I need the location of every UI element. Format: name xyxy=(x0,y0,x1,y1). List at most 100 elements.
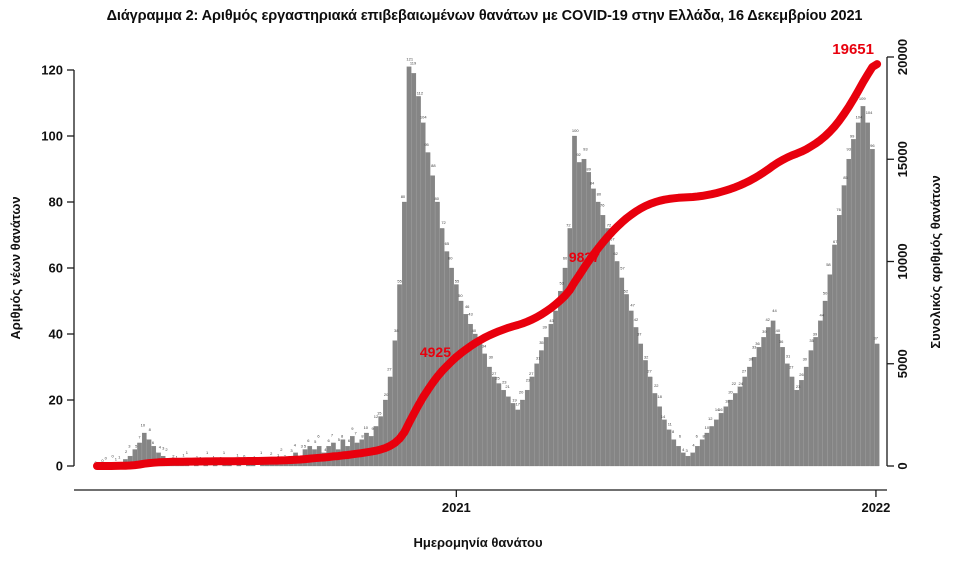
bar-label: 6 xyxy=(696,434,699,439)
bar xyxy=(855,122,861,467)
bar xyxy=(416,96,421,467)
bar xyxy=(841,185,847,467)
bar xyxy=(383,399,388,467)
bar-label: 3 xyxy=(128,444,131,449)
bar xyxy=(770,320,776,467)
bar xyxy=(506,396,511,467)
bar xyxy=(780,347,785,467)
bar-label: 57 xyxy=(620,265,625,270)
bar xyxy=(600,215,606,467)
bar-label: 5 xyxy=(304,444,307,449)
bar xyxy=(392,340,398,467)
bar xyxy=(543,337,549,467)
bar xyxy=(666,429,672,467)
y-axis-left-title: Αριθμός νέων θανάτων xyxy=(8,196,23,339)
bar-label: 33 xyxy=(752,345,757,350)
bar-label: 7 xyxy=(355,430,358,435)
bar xyxy=(837,215,842,467)
bar-label: 11 xyxy=(668,422,673,427)
bar xyxy=(808,350,814,467)
bar-label: 27 xyxy=(387,367,392,372)
bar-label: 84 xyxy=(590,181,595,186)
bar xyxy=(534,363,539,467)
bar-label: 2 xyxy=(172,453,175,458)
bar-label: 6 xyxy=(307,438,310,443)
bar-label: 10 xyxy=(364,425,369,430)
bar-label: 20 xyxy=(384,392,389,397)
bar-label: 31 xyxy=(536,356,541,361)
bar xyxy=(411,73,417,467)
bar-label: 6 xyxy=(317,434,320,439)
y-axis-left-tick-label: 60 xyxy=(49,261,63,276)
bar-label: 40 xyxy=(776,328,781,333)
bar-label: 27 xyxy=(742,369,747,374)
bar-label: 3 xyxy=(290,448,293,453)
bar-label: 5 xyxy=(135,444,138,449)
bar xyxy=(737,386,743,467)
bar-label: 1 xyxy=(196,455,199,460)
bar-label: 18 xyxy=(657,394,662,399)
bar-label: 96 xyxy=(870,143,875,148)
bar-label: 2 xyxy=(165,447,168,452)
bar-label: 23 xyxy=(502,380,507,385)
bar-label: 3 xyxy=(162,446,165,451)
bar xyxy=(685,455,691,467)
bar xyxy=(439,228,445,467)
bar-label: 52 xyxy=(624,288,629,293)
bar xyxy=(865,122,870,467)
bar-label: 5 xyxy=(314,439,317,444)
bar-label: 4 xyxy=(324,447,327,452)
bar-label: 42 xyxy=(634,317,639,322)
bar xyxy=(624,294,629,467)
bar-label: 35 xyxy=(539,340,544,345)
bar xyxy=(732,393,738,467)
bar xyxy=(832,244,837,467)
bar xyxy=(567,228,573,467)
bar-label: 72 xyxy=(566,222,571,227)
bar-label: 21 xyxy=(505,384,510,389)
bar-label: 6 xyxy=(152,440,155,445)
bar-label: 55 xyxy=(455,279,460,284)
bar-label: 60 xyxy=(448,255,453,260)
bar xyxy=(548,323,554,467)
bar xyxy=(870,149,875,467)
bar-label: 67 xyxy=(833,239,838,244)
bar xyxy=(647,376,653,467)
bar xyxy=(576,162,582,467)
y-axis-right-title: Συνολικός αριθμός θανάτων xyxy=(928,175,943,348)
bar xyxy=(402,201,407,467)
bar xyxy=(477,343,483,467)
y-axis-left-tick-label: 0 xyxy=(56,459,63,474)
bar-label: 47 xyxy=(630,303,635,308)
bar-label: 35 xyxy=(809,338,814,343)
bar xyxy=(709,426,714,467)
bar-label: 38 xyxy=(394,328,399,333)
bar-label: 40 xyxy=(472,328,477,333)
bar xyxy=(704,432,710,467)
bar xyxy=(420,122,426,467)
y-axis-left-tick-label: 120 xyxy=(41,63,63,78)
y-axis-left-tick-label: 80 xyxy=(49,195,63,210)
annotation-4925: 4925 xyxy=(420,344,451,360)
bar xyxy=(468,323,473,467)
bar xyxy=(435,201,440,467)
bar xyxy=(699,439,705,467)
bar xyxy=(784,363,790,467)
bar-label: 30 xyxy=(749,357,754,362)
bar xyxy=(728,399,733,467)
bar xyxy=(714,419,719,467)
bar-label: 10 xyxy=(705,425,710,430)
bar-label: 3 xyxy=(301,444,304,449)
bar-label: 76 xyxy=(600,203,605,208)
bar xyxy=(723,406,729,467)
bar-label: 1 xyxy=(186,450,189,455)
bar-label: 36 xyxy=(779,339,784,344)
bar-label: 104 xyxy=(866,110,873,115)
bar-label: 43 xyxy=(468,312,473,317)
bar-label: 1 xyxy=(277,452,280,457)
bar xyxy=(628,310,634,467)
bar xyxy=(572,135,577,467)
bar-label: 72 xyxy=(607,222,612,227)
bar xyxy=(775,333,781,467)
bar xyxy=(387,376,393,467)
